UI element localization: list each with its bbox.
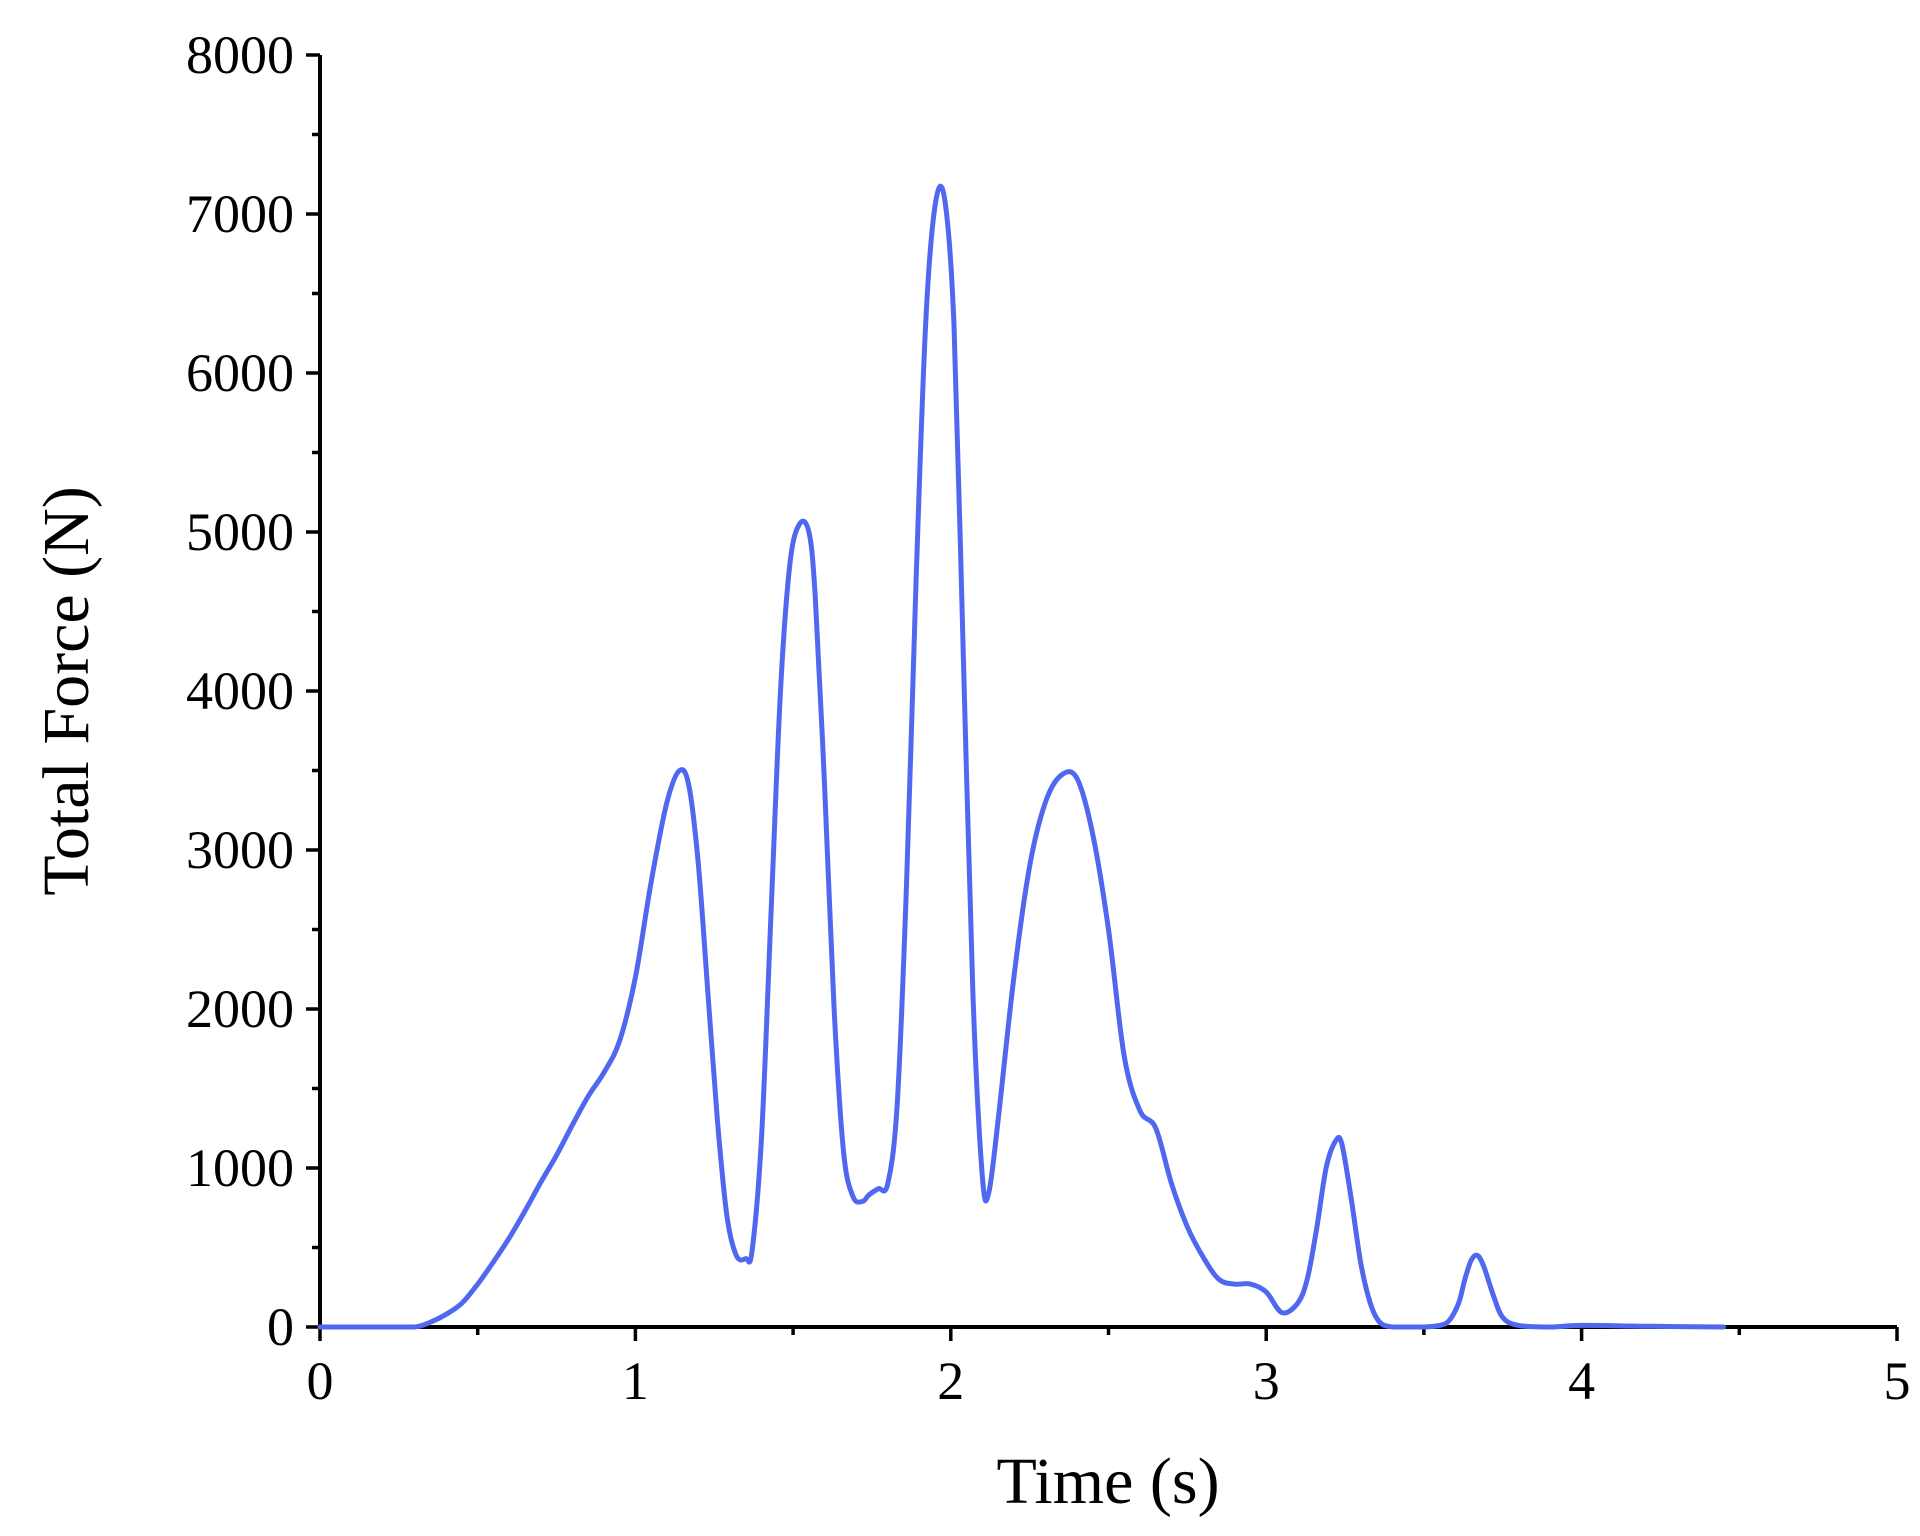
y-tick-label: 1000 <box>186 1138 294 1198</box>
x-axis: 0 1 2 3 4 5 <box>307 1325 1911 1411</box>
x-tick-label: 5 <box>1884 1351 1911 1411</box>
x-ticks: 0 1 2 3 4 5 <box>307 1327 1911 1411</box>
y-tick-label: 5000 <box>186 502 294 562</box>
x-tick-label: 1 <box>622 1351 649 1411</box>
x-axis-title: Time (s) <box>996 1445 1219 1518</box>
y-tick-label: 7000 <box>186 184 294 244</box>
y-tick-label: 8000 <box>186 25 294 85</box>
x-tick-label: 4 <box>1568 1351 1595 1411</box>
y-tick-label: 0 <box>267 1297 294 1357</box>
y-tick-label: 4000 <box>186 661 294 721</box>
y-tick-label: 6000 <box>186 343 294 403</box>
y-axis: 0 1000 2000 3000 4000 5000 6000 7000 8000 <box>186 25 322 1357</box>
y-tick-label: 3000 <box>186 820 294 880</box>
x-tick-label: 2 <box>937 1351 964 1411</box>
y-axis-title: Total Force (N) <box>30 486 103 896</box>
series-layer <box>317 183 1726 1330</box>
x-tick-label: 0 <box>307 1351 334 1411</box>
y-ticks: 0 1000 2000 3000 4000 5000 6000 7000 8000 <box>186 25 320 1357</box>
x-tick-label: 3 <box>1253 1351 1280 1411</box>
y-tick-label: 2000 <box>186 979 294 1039</box>
series-line <box>317 183 1726 1330</box>
